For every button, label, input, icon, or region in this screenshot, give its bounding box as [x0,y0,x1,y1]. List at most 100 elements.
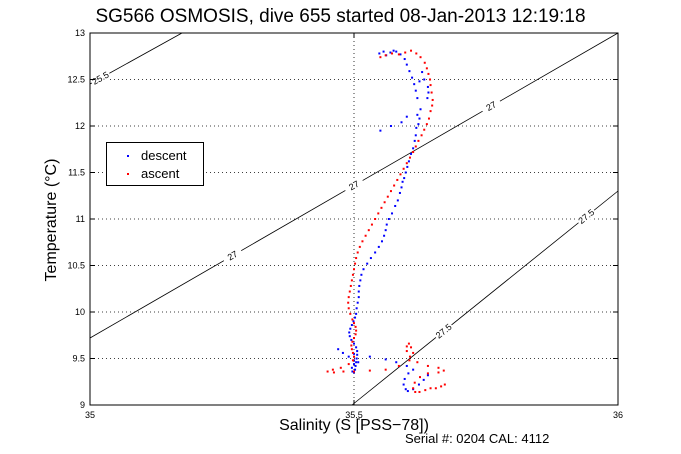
data-point-descent [378,52,381,55]
data-point-descent [351,370,354,373]
data-point-descent [396,199,399,202]
data-point-descent [416,113,419,116]
data-point-descent [348,335,351,338]
data-point-descent [382,50,385,53]
data-point-descent [368,355,371,358]
data-point-ascent [368,369,371,372]
data-point-ascent [414,390,417,393]
data-point-ascent [331,368,334,371]
data-point-ascent [408,156,411,159]
data-point-descent [399,53,402,56]
data-point-ascent [386,195,389,198]
data-point-descent [400,121,403,124]
data-point-ascent [347,307,350,310]
data-point-ascent [351,359,354,362]
data-point-descent [389,125,392,127]
data-point-ascent [348,290,351,293]
data-point-descent [350,324,353,327]
data-point-descent [354,368,357,371]
data-point-ascent [351,273,354,276]
data-point-ascent [424,389,427,392]
y-tick-label: 9.5 [72,354,85,364]
legend-marker-descent [127,155,129,157]
data-point-descent [414,89,417,92]
contour-label-bg [220,245,244,265]
y-tick-label: 10.5 [67,261,85,271]
data-point-descent [353,352,355,355]
x-tick-label: 35.5 [345,410,363,420]
y-tick-label: 11.5 [68,168,85,178]
data-point-ascent [354,262,357,265]
data-point-ascent [355,257,358,260]
data-point-descent [402,383,405,386]
data-point-descent [395,50,398,53]
data-point-ascent [413,381,416,384]
data-point-descent [356,353,359,356]
data-point-ascent [364,234,367,237]
data-point-descent [354,364,357,367]
data-point-descent [408,70,411,73]
axis-ticks: 35 35.5 36 9 9.5 10 10.5 11 11.5 12 12.5 13 [67,28,623,420]
data-point-ascent [440,385,443,388]
data-point-ascent [384,54,387,57]
data-point-descent [392,49,395,52]
data-point-ascent [374,218,377,220]
data-point-descent [353,363,355,366]
data-point-descent [414,134,417,137]
data-point-descent [423,78,426,81]
data-point-descent [395,361,398,364]
y-tick-label: 11 [76,214,85,224]
data-point-descent [404,171,407,174]
data-point-descent [418,117,421,120]
data-point-descent [355,312,358,315]
data-point-ascent [437,371,440,374]
data-point-descent [354,316,357,319]
legend-marker-ascent [127,173,129,175]
data-point-descent [355,357,358,360]
x-tick-label: 35 [85,410,95,420]
data-point-descent [379,129,382,132]
contour-label-bg [479,96,503,116]
data-point-descent [416,97,419,100]
data-point-ascent [367,229,370,232]
data-point-ascent [370,223,373,226]
y-tick-label: 12 [75,121,85,131]
data-point-ascent [355,329,358,332]
data-point-ascent [389,190,392,193]
data-point-ascent [442,369,445,372]
data-point-ascent [326,370,329,373]
data-point-ascent [416,361,419,364]
data-point-ascent [417,139,420,142]
data-point-ascent [419,56,422,59]
contour-label-bg [574,205,598,227]
serial-footer: Serial #: 0204 CAL: 4112 [405,431,550,446]
data-point-ascent [420,134,423,137]
data-point-descent [413,139,416,142]
data-point-ascent [358,245,361,248]
data-point-descent [380,240,383,243]
data-point-ascent [347,301,350,304]
data-point-descent [407,160,410,163]
legend-label-ascent: ascent [141,166,180,181]
data-point-ascent [407,342,410,345]
data-point-ascent [351,318,354,321]
data-point-descent [349,327,352,330]
data-point-descent [394,204,397,207]
data-point-descent [419,108,422,111]
data-point-descent [337,348,340,351]
data-point-descent [356,350,359,353]
data-point-descent [403,58,406,61]
data-point-descent [389,51,392,54]
contour-label-bg [88,68,112,88]
data-point-descent [406,165,409,168]
data-point-descent [411,76,414,79]
data-point-descent [426,374,429,377]
data-point-ascent [405,345,408,348]
data-point-ascent [349,284,352,287]
data-point-ascent [431,104,434,107]
data-point-ascent [354,333,357,336]
data-point-ascent [332,371,335,374]
data-point-descent [357,290,360,293]
data-point-ascent [408,355,411,358]
data-point-descent [350,338,353,341]
